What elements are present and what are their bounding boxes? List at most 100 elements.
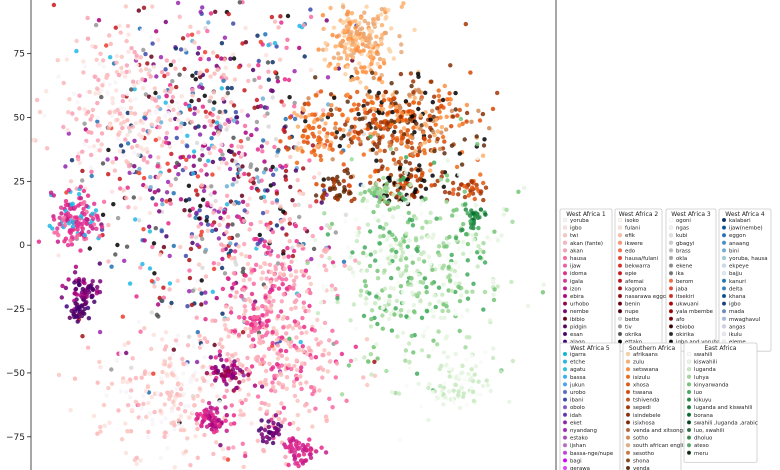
scatter-point [460,121,465,127]
scatter-point [82,295,88,301]
scatter-point [228,56,233,61]
scatter-point [322,144,327,150]
scatter-point [248,326,253,331]
scatter-point [363,110,368,115]
legend-entry-label: dholuo [694,436,712,442]
scatter-point [329,131,335,136]
legend-entry-label: yoruba [570,218,589,224]
scatter-point [152,86,157,91]
legend-marker [686,389,692,395]
scatter-point [167,396,172,402]
scatter-point [431,177,436,182]
scatter-point [400,289,405,295]
scatter-point [541,282,546,287]
scatter-point [243,397,248,403]
scatter-point [343,122,348,127]
scatter-point [222,210,227,215]
scatter-point [417,163,422,168]
scatter-point [168,117,173,123]
scatter-point [388,104,393,109]
scatter-point [242,315,247,321]
scatter-point [96,77,101,83]
scatter-point [324,134,329,139]
scatter-point [143,92,149,97]
scatter-point [233,159,238,164]
scatter-point [475,264,480,269]
legend-entry-label: benin [625,302,640,308]
scatter-point [350,77,356,82]
scatter-point [106,222,111,228]
scatter-point [459,386,464,391]
scatter-point [82,64,88,69]
legend-entry-label: bassa [570,375,586,381]
scatter-point [126,164,132,169]
scatter-point [158,408,163,413]
scatter-point [257,232,262,238]
scatter-point [133,205,138,210]
scatter-point [80,226,86,231]
scatter-point [353,344,358,349]
scatter-point [63,164,68,169]
scatter-point [297,214,302,220]
scatter-point [221,156,226,162]
scatter-point [126,340,131,345]
scatter-point [292,69,297,74]
legend-entry-label: ogoni [676,218,691,224]
scatter-point [349,198,354,204]
scatter-point [133,217,138,222]
scatter-point [464,289,469,295]
scatter-point [394,90,399,95]
scatter-point [278,371,283,376]
scatter-point [201,188,207,194]
scatter-point [264,53,269,58]
scatter-point [409,254,414,259]
scatter-point [174,135,179,141]
scatter-point [325,369,331,374]
scatter-point [403,99,409,104]
scatter-point [319,226,324,231]
legend-entry-label: brass [676,248,691,254]
scatter-point [408,134,413,139]
scatter-point [164,130,170,136]
scatter-point [284,286,290,291]
scatter-point [332,95,337,101]
scatter-point [318,153,323,159]
plot-axes [30,0,557,470]
scatter-point [449,262,455,267]
scatter-point [377,264,382,269]
scatter-point [187,107,193,112]
legend-entry-label: izon [570,286,581,292]
scatter-point [428,125,433,131]
scatter-point [172,403,177,408]
scatter-point [274,223,280,228]
scatter-point [451,388,456,393]
scatter-point [247,227,252,232]
scatter-point [185,33,191,38]
scatter-point [398,114,403,119]
scatter-point [202,141,207,146]
scatter-point [265,409,270,414]
scatter-point [249,177,254,182]
scatter-point [198,70,203,75]
scatter-point [145,160,150,165]
scatter-point [168,304,173,309]
scatter-point [107,110,112,116]
scatter-point [293,168,299,173]
scatter-point [181,428,187,433]
scatter-point [273,389,278,394]
scatter-point [471,237,476,242]
scatter-point [170,94,176,100]
scatter-point [51,2,57,8]
legend-entry-label: swahili [694,352,712,358]
scatter-point [481,197,486,203]
scatter-point [73,286,79,292]
scatter-point [457,172,462,177]
scatter-point [441,263,446,268]
scatter-point [391,286,396,291]
scatter-point [315,317,320,322]
scatter-point [90,287,96,292]
scatter-point [403,358,408,363]
scatter-point [317,388,322,393]
scatter-point [259,144,264,149]
